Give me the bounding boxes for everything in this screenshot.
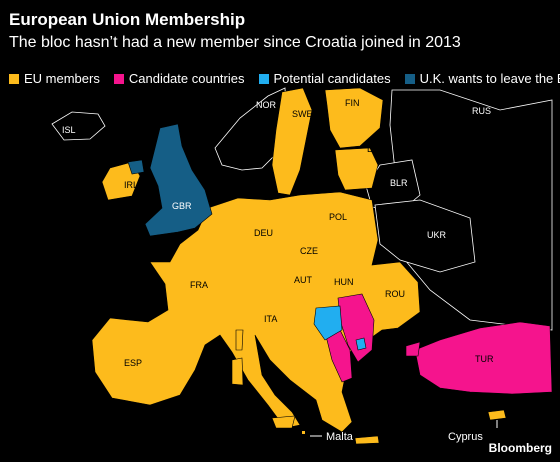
map-title: European Union Membership [9,10,246,29]
country-label: ESP [124,358,142,368]
potential-group [313,305,367,351]
legend-item-uk: U.K. wants to leave the EU [404,71,560,86]
country-label: SWE [292,109,313,119]
turkey-thrace-region [405,341,421,357]
legend-swatch [404,73,415,84]
baltics-region [334,147,379,191]
country-label: DEU [254,228,273,238]
map-subtitle: The bloc hasn’t had a new member since C… [9,34,461,51]
country-label: FIN [345,98,360,108]
legend-swatch [9,73,19,84]
country-label: POL [329,212,347,222]
country-label: LVA [367,144,383,154]
country-label: AUT [294,275,313,285]
country-label: ITA [264,314,277,324]
legend-swatch [113,73,124,84]
country-label: ROU [385,289,405,299]
legend-label: U.K. wants to leave the EU [419,71,560,86]
country-label: NOR [256,100,277,110]
corsica-region [235,329,244,351]
country-label: CZE [300,246,318,256]
uk-region [144,123,213,237]
country-label: BGR [389,332,409,342]
country-label: UKR [427,230,447,240]
malta-marker [302,431,305,434]
country-label: TUR [475,354,494,364]
country-labels: NOR SWE FIN ISL LVA RUS BLR IRL GBR POL … [62,98,494,385]
bloomberg-logo: Bloomberg [488,441,552,455]
legend: EU members Candidate countries Potential… [9,71,560,86]
non-member-region [51,87,553,331]
sweden-region [271,87,313,196]
country-label: BLR [390,178,408,188]
crete-region [354,435,380,445]
legend-label: Candidate countries [128,71,245,86]
legend-label: EU members [24,71,100,86]
legend-swatch [258,73,269,84]
country-label: ISL [62,125,76,135]
ukraine-region [374,199,476,273]
country-label: FRA [190,280,208,290]
uk-group [127,123,213,237]
northern-ireland-region [127,159,145,175]
country-label: HUN [334,277,354,287]
sicily-region [271,415,296,429]
sardinia-region [231,357,244,386]
legend-item-candidates: Candidate countries [113,71,245,86]
cyprus-label: Cyprus [448,431,483,443]
cyprus-region [487,409,507,421]
country-label: RUS [472,106,491,116]
malta-label: Malta [326,431,354,443]
legend-label: Potential candidates [273,71,391,86]
malta-callout: Malta [302,431,354,443]
legend-item-potential: Potential candidates [258,71,391,86]
country-label: GRC [362,375,383,385]
iceland-region [51,111,106,141]
bosnia-region [313,305,343,341]
country-label: IRL [124,180,138,190]
turkey-region [414,321,553,395]
kosovo-region [355,337,367,351]
legend-item-eu-members: EU members [9,71,100,86]
finland-region [324,87,384,149]
country-label: GBR [172,201,192,211]
cyprus-callout: Cyprus [448,420,498,443]
